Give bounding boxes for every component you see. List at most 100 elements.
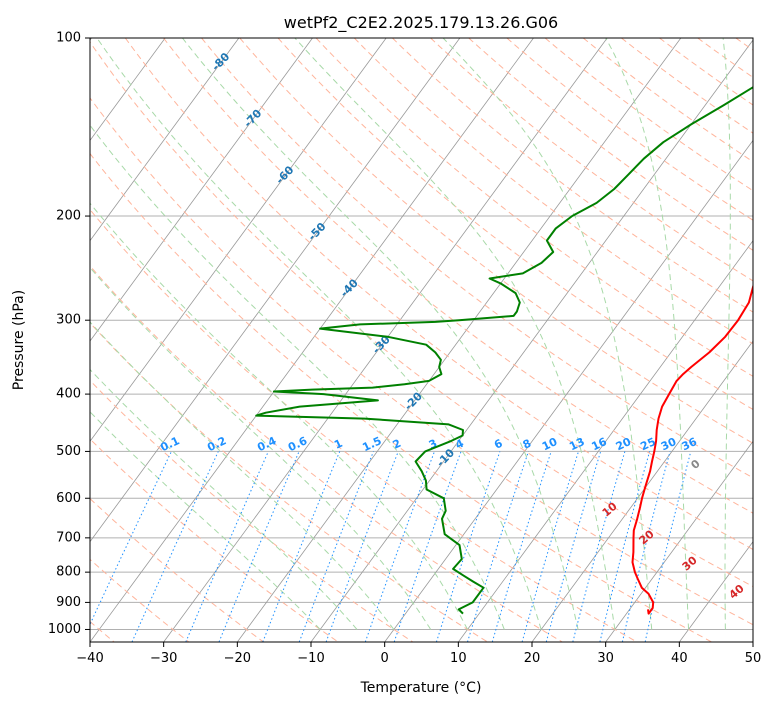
dry-adiabat-lines bbox=[90, 38, 753, 642]
mixing-ratio-lines bbox=[90, 451, 692, 642]
moist-adiabat-line bbox=[90, 266, 432, 630]
isotherm-line bbox=[605, 440, 753, 642]
dry-adiabat-line bbox=[90, 265, 563, 642]
pressure-gridlines bbox=[90, 38, 753, 630]
temperature-profile-line bbox=[631, 283, 753, 615]
isotherm-line bbox=[531, 340, 753, 642]
mixing-ratio-line bbox=[90, 451, 172, 626]
isotherm-label: -70 bbox=[241, 107, 264, 131]
dry-adiabat-line bbox=[239, 38, 753, 444]
mixing-ratio-line bbox=[491, 451, 552, 642]
isotherm-label: -10 bbox=[434, 446, 457, 470]
mixing-ratio-line bbox=[185, 451, 269, 642]
dry-adiabat-line bbox=[697, 38, 753, 79]
mixing-ratio-label: 10 bbox=[540, 435, 560, 453]
dry-adiabat-line bbox=[90, 322, 488, 642]
x-tick-label: −20 bbox=[224, 651, 251, 666]
isotherm-label: -50 bbox=[305, 220, 328, 244]
isotherm-line bbox=[384, 139, 753, 642]
dry-adiabat-line bbox=[90, 558, 190, 642]
isotherm-line bbox=[90, 38, 240, 242]
isotherm-line bbox=[163, 38, 608, 642]
moist-adiabat-line bbox=[90, 368, 358, 630]
isotherm-line bbox=[90, 38, 534, 642]
dry-adiabat-line bbox=[353, 38, 753, 345]
moist-adiabat-line bbox=[605, 38, 689, 630]
dry-adiabat-line bbox=[163, 38, 753, 514]
x-tick-label: −30 bbox=[150, 651, 177, 666]
y-tick-label: 500 bbox=[56, 444, 81, 459]
mixing-ratio-line bbox=[364, 451, 435, 642]
isotherm-label: -90 bbox=[177, 0, 200, 17]
mixing-ratio-line bbox=[298, 451, 374, 642]
dry-adiabat-line bbox=[90, 152, 712, 642]
dry-adiabat-line bbox=[659, 38, 753, 106]
y-tick-label: 700 bbox=[56, 530, 81, 545]
dry-adiabat-line bbox=[315, 38, 753, 377]
isotherm-label: -20 bbox=[402, 389, 425, 413]
mixing-ratio-label: 25 bbox=[638, 435, 657, 453]
dry-adiabat-line bbox=[201, 38, 753, 479]
mixing-ratio-label: 36 bbox=[680, 435, 700, 453]
dewpoint-profile-line bbox=[255, 86, 753, 615]
plot-area: 0.10.20.40.611.52346810131620253036-100-… bbox=[90, 0, 753, 642]
y-axis-ticks: 1000 900 800 700 600 500 400 300 200 100 bbox=[48, 31, 90, 637]
dry-adiabat-line bbox=[544, 38, 753, 192]
y-tick-label: 100 bbox=[56, 31, 81, 46]
moist-adiabat-line bbox=[442, 38, 653, 630]
moist-adiabat-line bbox=[90, 321, 395, 630]
mixing-ratio-label: 16 bbox=[590, 435, 610, 453]
isotherm-line bbox=[90, 38, 166, 142]
dry-adiabat-line bbox=[277, 38, 753, 411]
isotherm-line bbox=[310, 39, 753, 642]
mixing-ratio-line bbox=[467, 451, 529, 642]
dry-adiabat-line bbox=[90, 208, 638, 642]
moist-adiabat-label: 40 bbox=[727, 582, 747, 602]
dry-adiabat-line bbox=[90, 97, 753, 626]
mixing-ratio-line bbox=[325, 451, 399, 642]
y-tick-label: 600 bbox=[56, 491, 81, 506]
mixing-ratio-label: 2 bbox=[391, 437, 403, 452]
y-tick-label: 900 bbox=[56, 595, 81, 610]
mixing-ratio-line bbox=[621, 451, 671, 642]
dry-adiabat-line bbox=[735, 38, 753, 51]
moist-adiabat-line bbox=[90, 411, 321, 630]
isotherm-line bbox=[90, 38, 313, 342]
mixing-ratio-line bbox=[393, 451, 462, 642]
mixing-ratio-line bbox=[131, 451, 219, 642]
mixing-ratio-line bbox=[262, 451, 341, 642]
y-tick-label: 300 bbox=[56, 313, 81, 328]
mixing-ratio-label: 30 bbox=[659, 435, 679, 453]
mixing-ratio-label: 1 bbox=[332, 437, 344, 452]
y-tick-label: 1000 bbox=[48, 622, 81, 637]
moist-adiabat-line bbox=[722, 38, 731, 630]
moist-adiabat-lines bbox=[90, 38, 731, 630]
plot-frame bbox=[89, 37, 754, 643]
y-tick-label: 200 bbox=[56, 209, 81, 224]
dry-adiabat-line bbox=[90, 438, 339, 642]
x-tick-label: 40 bbox=[671, 651, 688, 666]
mixing-ratio-label: 6 bbox=[492, 437, 505, 452]
moist-adiabat-line bbox=[182, 38, 579, 630]
dry-adiabat-line bbox=[430, 38, 753, 282]
dry-adiabat-label: 0 bbox=[688, 457, 702, 472]
moist-adiabat-line bbox=[294, 38, 616, 630]
isotherm-line bbox=[458, 240, 753, 642]
mixing-ratio-line bbox=[521, 451, 579, 642]
mixing-ratio-line bbox=[218, 451, 300, 642]
moist-adiabat-label: 10 bbox=[600, 499, 620, 519]
dry-adiabat-line bbox=[506, 38, 753, 221]
chart-title: wetPf2_C2E2.2025.179.13.26.G06 bbox=[284, 13, 558, 33]
y-axis-label: Pressure (hPa) bbox=[11, 290, 27, 390]
mixing-ratio-line bbox=[572, 451, 626, 642]
y-tick-label: 400 bbox=[56, 387, 81, 402]
dry-adiabat-line bbox=[90, 497, 264, 642]
x-tick-label: 50 bbox=[745, 651, 762, 666]
mixing-ratio-label: 13 bbox=[567, 435, 586, 453]
moist-adiabat-label: 20 bbox=[637, 527, 657, 547]
mixing-ratio-line bbox=[644, 451, 692, 642]
sounding-profiles bbox=[255, 86, 753, 615]
mixing-ratio-line bbox=[599, 451, 651, 642]
mixing-ratio-line bbox=[545, 451, 602, 642]
